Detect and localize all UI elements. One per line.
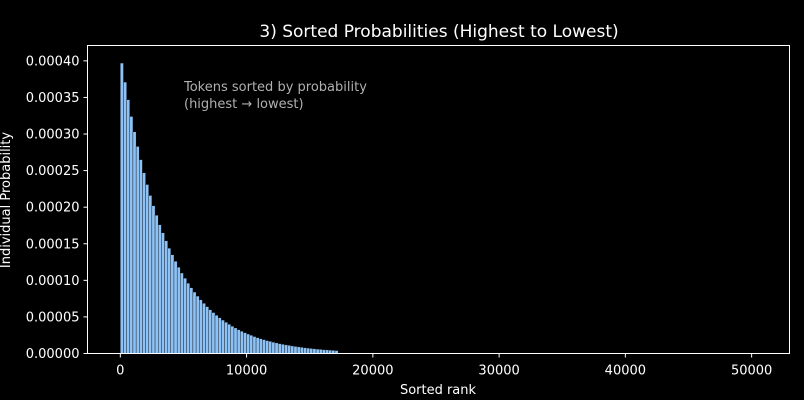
x-axis: 0 10000 20000 30000 40000 50000 xyxy=(116,353,772,379)
bar xyxy=(300,347,304,354)
bar xyxy=(309,348,314,354)
bar xyxy=(230,326,235,354)
bar xyxy=(322,349,326,354)
bar xyxy=(145,184,149,354)
bar xyxy=(284,344,288,354)
x-tick-label: 50000 xyxy=(731,364,772,379)
bar xyxy=(227,324,231,354)
bar xyxy=(183,277,187,354)
bar xyxy=(224,322,228,354)
bar xyxy=(139,159,143,354)
bar xyxy=(161,232,165,354)
bar xyxy=(246,333,250,354)
bar xyxy=(126,99,130,354)
bar xyxy=(325,349,329,354)
chart-title: 3) Sorted Probabilities (Highest to Lowe… xyxy=(259,22,618,42)
bar xyxy=(233,327,238,354)
y-tick-label: 0.00040 xyxy=(26,54,80,69)
bar xyxy=(135,146,140,354)
bar xyxy=(306,347,310,354)
bar xyxy=(129,116,134,354)
x-tick-label: 40000 xyxy=(605,364,646,379)
y-axis: 0.00000 0.00005 0.00010 0.00015 0.00020 0.000… xyxy=(26,54,88,362)
annotation-line-1: Tokens sorted by probability xyxy=(183,80,367,95)
y-tick-label: 0.00015 xyxy=(26,237,80,252)
x-tick-label: 0 xyxy=(116,364,124,379)
bar xyxy=(255,337,260,354)
bar xyxy=(170,254,175,354)
bar xyxy=(312,348,317,354)
y-tick-label: 0.00030 xyxy=(26,128,80,143)
bar xyxy=(154,215,159,354)
y-tick-label: 0.00025 xyxy=(26,164,80,179)
bar xyxy=(277,343,282,354)
bar xyxy=(208,309,213,354)
bar xyxy=(236,329,241,354)
y-tick-label: 0.00005 xyxy=(26,310,80,325)
bar xyxy=(120,62,124,354)
y-tick-label: 0.00010 xyxy=(26,274,80,289)
bar xyxy=(249,335,254,354)
bar xyxy=(315,348,320,354)
bar xyxy=(211,312,216,354)
bar xyxy=(158,224,162,354)
bar xyxy=(221,319,225,354)
y-tick-label: 0.00020 xyxy=(26,201,80,216)
bar xyxy=(202,303,206,354)
plot-area-frame xyxy=(87,45,790,354)
bar xyxy=(205,306,209,354)
bar xyxy=(218,317,222,354)
x-tick-label: 20000 xyxy=(352,364,393,379)
bar xyxy=(271,341,276,354)
x-tick-label: 30000 xyxy=(478,364,519,379)
bar xyxy=(176,266,181,354)
bar xyxy=(328,349,332,354)
bar xyxy=(123,81,127,354)
bar xyxy=(259,338,263,354)
bar xyxy=(199,299,203,354)
bar xyxy=(151,205,156,354)
bar xyxy=(265,340,269,354)
bar xyxy=(290,345,295,354)
bar xyxy=(180,272,184,354)
bar xyxy=(192,291,197,354)
bar xyxy=(173,261,178,354)
bar xyxy=(274,342,279,354)
annotation-line-2: (highest → lowest) xyxy=(184,97,304,112)
bar xyxy=(293,346,298,354)
bar xyxy=(167,247,172,354)
bar xyxy=(189,287,194,354)
bar xyxy=(296,346,301,354)
bar xyxy=(142,172,146,354)
x-axis-title: Sorted rank xyxy=(400,383,477,398)
bar xyxy=(252,336,257,354)
bar xyxy=(262,339,266,354)
bar xyxy=(240,331,244,354)
bar xyxy=(268,341,273,354)
y-tick-label: 0.00035 xyxy=(26,91,80,106)
bar xyxy=(281,344,285,354)
y-axis-title: Individual Probability xyxy=(0,132,14,268)
bar xyxy=(214,315,219,354)
y-tick-label: 0.00000 xyxy=(26,347,80,362)
bar xyxy=(186,283,190,354)
bar xyxy=(148,195,153,354)
bar xyxy=(243,332,247,354)
bar xyxy=(195,295,200,354)
bar xyxy=(303,347,307,354)
x-tick-label: 10000 xyxy=(226,364,267,379)
bar xyxy=(319,349,323,354)
bar xyxy=(287,345,291,354)
bar xyxy=(164,240,168,354)
bar xyxy=(132,131,137,354)
